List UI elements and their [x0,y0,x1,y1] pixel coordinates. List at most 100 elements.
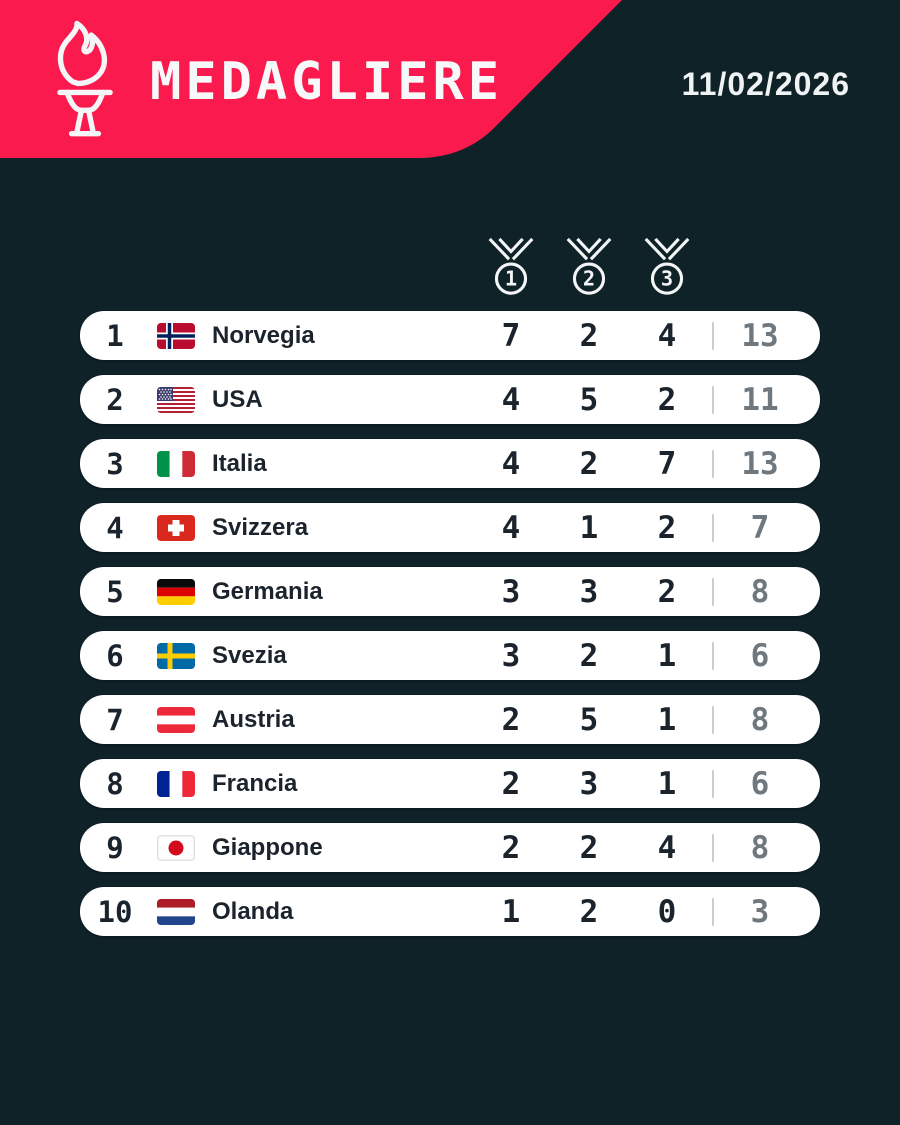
rank-number: 9 [106,830,124,865]
gold-count: 2 [501,829,521,866]
bronze-count: 2 [657,509,677,546]
silver-count: 2 [579,637,599,674]
bronze-count: 2 [657,573,677,610]
total-divider [712,577,714,606]
rank-number: 8 [106,766,124,801]
country-name: Italia [212,449,267,477]
table-row: 4 Svizzera 4 1 2 7 [80,503,820,552]
silver-count: 2 [579,829,599,866]
flag-france-icon [150,770,202,797]
silver-medal-icon: 2 [566,237,612,295]
bronze-count: 1 [657,637,677,674]
silver-count: 2 [579,893,599,930]
flag-netherlands-icon [150,898,202,925]
gold-count: 1 [501,893,521,930]
silver-count: 2 [579,317,599,354]
gold-count: 4 [501,381,521,418]
flag-usa-icon [150,386,202,413]
bronze-count: 4 [657,317,677,354]
bronze-count: 0 [657,893,677,930]
bronze-count: 1 [657,765,677,802]
gold-medal-icon: 1 [488,237,534,295]
table-row: 8 Francia 2 3 1 6 [80,759,820,808]
silver-count: 3 [579,573,599,610]
silver-count: 1 [579,509,599,546]
total-count: 6 [750,637,770,674]
total-divider [712,321,714,350]
silver-column-label: 2 [583,266,595,290]
total-count: 7 [750,509,770,546]
total-divider [712,769,714,798]
bronze-medal-icon: 3 [644,237,690,295]
rank-number: 5 [106,574,124,609]
bronze-count: 1 [657,701,677,738]
flag-austria-icon [150,706,202,733]
total-count: 3 [750,893,770,930]
table-row: 10 Olanda 1 2 0 3 [80,887,820,936]
medal-table: 1 Norvegia 7 2 4 13 2 USA 4 5 2 11 3 Ita… [80,311,820,936]
flag-italy-icon [150,450,202,477]
gold-count: 2 [501,765,521,802]
rank-number: 6 [106,638,124,673]
total-count: 6 [750,765,770,802]
country-name: Giappone [212,833,323,861]
bronze-count: 2 [657,381,677,418]
total-divider [712,641,714,670]
table-row: 6 Svezia 3 2 1 6 [80,631,820,680]
total-divider [712,449,714,478]
total-count: 13 [741,317,779,354]
banner-shape [0,0,622,158]
total-divider [712,385,714,414]
flag-germany-icon [150,578,202,605]
gold-count: 7 [501,317,521,354]
country-name: Austria [212,705,295,733]
table-row: 2 USA 4 5 2 11 [80,375,820,424]
flag-sweden-icon [150,642,202,669]
total-count: 8 [750,829,770,866]
total-divider [712,705,714,734]
total-count: 11 [741,381,779,418]
total-divider [712,897,714,926]
header-banner: MEDAGLIERE 11/02/2026 [0,0,900,158]
silver-count: 5 [579,381,599,418]
table-row: 9 Giappone 2 2 4 8 [80,823,820,872]
total-count: 8 [750,573,770,610]
rank-number: 7 [106,702,124,737]
total-count: 8 [750,701,770,738]
flag-norway-icon [150,322,202,349]
header-date: 11/02/2026 [681,66,850,102]
page-title: MEDAGLIERE [150,52,504,112]
total-divider [712,833,714,862]
silver-count: 2 [579,445,599,482]
country-name: USA [212,385,263,413]
table-row: 1 Norvegia 7 2 4 13 [80,311,820,360]
table-row: 7 Austria 2 5 1 8 [80,695,820,744]
medal-columns-header: 1 2 3 [80,236,820,298]
total-count: 13 [741,445,779,482]
country-name: Germania [212,577,323,605]
silver-count: 5 [579,701,599,738]
total-divider [712,513,714,542]
country-name: Norvegia [212,321,315,349]
country-name: Olanda [212,897,294,925]
bronze-column-label: 3 [661,266,673,290]
country-name: Francia [212,769,298,797]
medal-table-area: 1 2 3 1 Norvegia [80,236,820,936]
rank-number: 10 [97,894,133,929]
gold-count: 2 [501,701,521,738]
silver-count: 3 [579,765,599,802]
gold-count: 3 [501,637,521,674]
gold-count: 4 [501,445,521,482]
torch-icon [57,20,113,137]
rank-number: 3 [106,446,124,481]
gold-column-label: 1 [505,266,517,290]
bronze-count: 7 [657,445,677,482]
flag-japan-icon [150,834,202,861]
country-name: Svizzera [212,513,309,541]
flag-switzerland-icon [150,514,202,541]
table-row: 5 Germania 3 3 2 8 [80,567,820,616]
country-name: Svezia [212,641,287,669]
bronze-count: 4 [657,829,677,866]
gold-count: 4 [501,509,521,546]
